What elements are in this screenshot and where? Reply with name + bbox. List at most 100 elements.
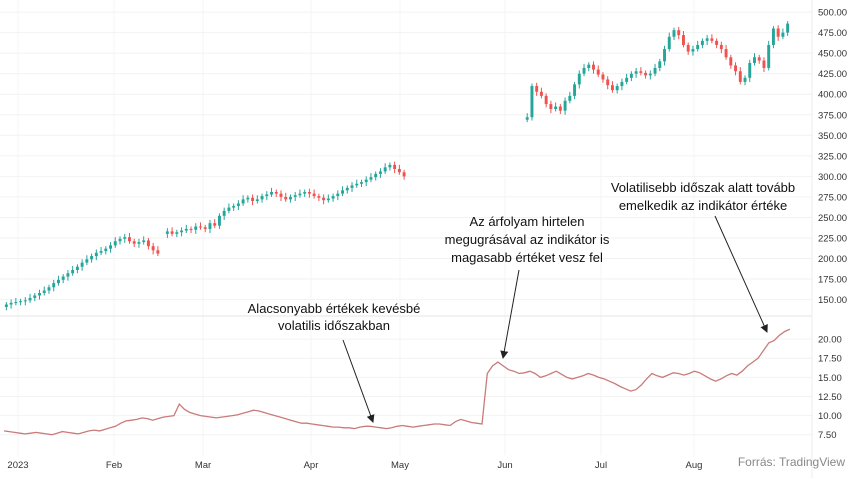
- candle: [748, 59, 752, 82]
- candle: [38, 289, 41, 300]
- candle: [104, 246, 108, 255]
- indicator-tick-label: 12.50: [818, 392, 842, 403]
- indicator-tick-label: 10.00: [818, 411, 842, 422]
- candle: [378, 168, 382, 179]
- candle: [99, 247, 103, 256]
- candle: [189, 226, 193, 234]
- candle: [393, 161, 397, 174]
- price-tick-label: 500.00: [818, 8, 847, 19]
- candle: [270, 187, 273, 197]
- candle: [42, 286, 46, 296]
- candle: [563, 97, 567, 115]
- price-tick-label: 475.00: [818, 28, 847, 39]
- price-tick-label: 200.00: [818, 254, 847, 265]
- price-tick-label: 300.00: [818, 172, 847, 183]
- candle: [208, 219, 212, 234]
- candle: [610, 81, 614, 93]
- candle: [710, 34, 714, 44]
- candle: [123, 233, 127, 243]
- annotation-line: magasabb értéket vesz fel: [451, 250, 603, 265]
- candle: [388, 162, 392, 171]
- candle: [265, 191, 269, 201]
- candle: [341, 186, 345, 197]
- candle: [705, 35, 709, 45]
- candle: [767, 40, 771, 71]
- time-tick-label: Feb: [106, 460, 122, 471]
- candle: [52, 279, 56, 292]
- indicator-tick-label: 7.50: [818, 430, 837, 441]
- candle: [753, 53, 756, 66]
- candle: [94, 249, 98, 261]
- candle: [620, 78, 624, 91]
- indicator-tick-label: 20.00: [818, 335, 842, 346]
- time-tick-label: 2023: [7, 460, 28, 471]
- price-tick-label: 450.00: [818, 49, 847, 60]
- candle: [236, 200, 240, 211]
- candle: [558, 104, 562, 114]
- candle: [568, 91, 572, 104]
- candle: [293, 191, 297, 202]
- candle: [284, 192, 288, 202]
- candle: [113, 237, 117, 248]
- candle: [298, 189, 302, 198]
- price-tick-label: 175.00: [818, 275, 847, 286]
- candle: [360, 179, 363, 188]
- candle: [33, 293, 37, 302]
- candle: [615, 83, 619, 94]
- candle: [743, 75, 747, 86]
- candle: [279, 190, 283, 202]
- candle: [715, 38, 719, 49]
- candle: [322, 194, 326, 205]
- candle: [601, 72, 605, 83]
- time-tick-label: May: [391, 460, 409, 471]
- candle: [312, 189, 316, 199]
- candle: [9, 299, 13, 309]
- candle: [724, 44, 728, 60]
- candle: [525, 113, 529, 123]
- time-tick-label: Aug: [686, 460, 703, 471]
- candle: [719, 41, 723, 54]
- candle: [28, 293, 32, 303]
- candle: [762, 57, 766, 73]
- candle: [75, 264, 79, 274]
- candle: [402, 169, 406, 180]
- candle: [156, 246, 160, 257]
- candle: [596, 65, 600, 77]
- candle: [227, 203, 231, 214]
- candle: [653, 63, 657, 77]
- candle: [66, 270, 70, 281]
- candle: [165, 228, 169, 238]
- candle: [19, 298, 23, 306]
- price-tick-label: 375.00: [818, 110, 847, 121]
- candle: [151, 242, 155, 255]
- candle: [14, 297, 18, 306]
- candle: [577, 70, 581, 89]
- candle: [184, 224, 188, 234]
- candle: [175, 229, 179, 238]
- candle: [255, 195, 259, 204]
- indicator-tick-label: 17.50: [818, 354, 842, 365]
- candle: [691, 45, 695, 56]
- price-tick-label: 150.00: [818, 295, 847, 306]
- candle: [241, 195, 245, 206]
- candle: [781, 28, 785, 40]
- candle: [530, 83, 534, 121]
- time-tick-label: Jul: [595, 460, 607, 471]
- candle: [374, 171, 378, 181]
- candle: [350, 182, 354, 192]
- candle: [554, 102, 558, 112]
- candle: [644, 70, 648, 79]
- candle: [317, 193, 321, 202]
- indicator-line: [3, 328, 791, 436]
- candle: [132, 238, 136, 248]
- candle: [47, 284, 51, 294]
- candle: [364, 176, 368, 187]
- price-tick-label: 325.00: [818, 151, 847, 162]
- candle: [194, 223, 198, 234]
- annotation-arrow-jump: [500, 269, 520, 359]
- candle: [213, 219, 217, 229]
- candle: [307, 188, 311, 198]
- candle: [61, 274, 65, 284]
- candle: [625, 73, 629, 85]
